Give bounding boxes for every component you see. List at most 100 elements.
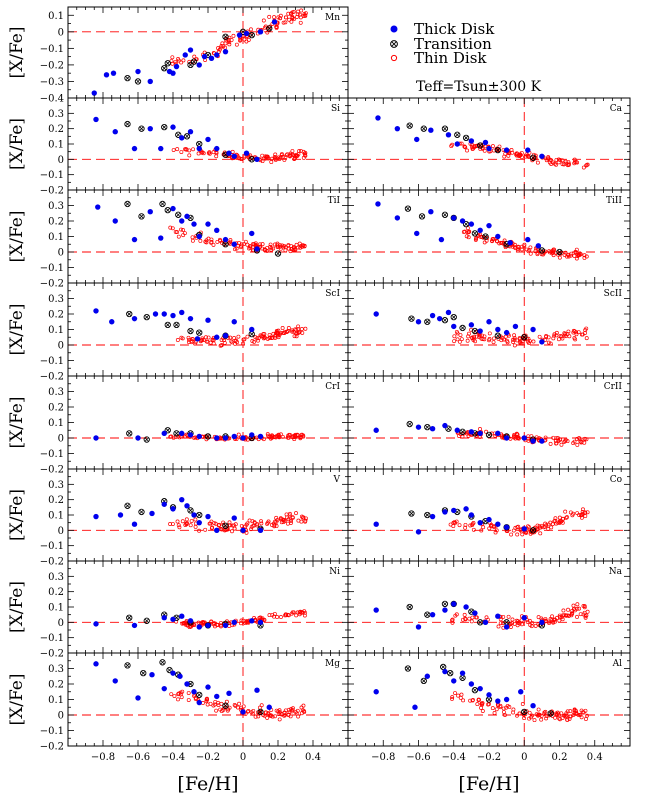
- thin-disk-point: [287, 513, 292, 518]
- thin-disk-point: [547, 713, 552, 718]
- thin-disk-point: [267, 435, 272, 439]
- thin-disk-point: [289, 520, 293, 525]
- thin-disk-point: [189, 519, 194, 523]
- thin-disk-point: [290, 10, 295, 15]
- thick-disk-point: [93, 435, 99, 441]
- thick-disk-point: [503, 524, 510, 530]
- thin-disk-point: [209, 240, 214, 245]
- thin-disk-point: [260, 242, 265, 247]
- thin-disk-point: [496, 624, 501, 629]
- thick-disk-point: [415, 319, 422, 325]
- thin-disk-point: [295, 610, 300, 615]
- thick-disk-point: [187, 315, 194, 322]
- thick-disk-point: [205, 317, 211, 323]
- thick-disk-point: [495, 430, 501, 437]
- thin-disk-point: [218, 238, 223, 243]
- thin-disk-point: [576, 712, 581, 717]
- thick-disk-point: [525, 236, 531, 243]
- y-tick-label: −0.2: [40, 279, 64, 290]
- thin-disk-point: [173, 60, 178, 64]
- y-tick-label: 0: [58, 434, 64, 445]
- thin-disk-point: [482, 148, 487, 153]
- thin-disk-point: [536, 707, 541, 712]
- thin-disk-point: [495, 239, 500, 244]
- thin-disk-point: [480, 333, 484, 338]
- thin-disk-point: [294, 15, 299, 19]
- thin-disk-point: [296, 9, 300, 14]
- thin-disk-point: [181, 228, 185, 232]
- y-tick-label: −0.2: [40, 742, 64, 753]
- thin-disk-point: [268, 242, 273, 247]
- thin-disk-point: [266, 712, 271, 717]
- thick-disk-point: [530, 326, 536, 333]
- thin-disk-point: [573, 250, 578, 255]
- thin-disk-point: [259, 521, 264, 526]
- thin-disk-point: [512, 336, 517, 341]
- y-tick-label: −0.1: [40, 356, 64, 367]
- thin-disk-point: [276, 712, 281, 717]
- thin-disk-point: [479, 701, 484, 706]
- y-tick-label: 0.2: [48, 587, 64, 598]
- thick-disk-point: [445, 132, 452, 138]
- y-tick-label: 0.3: [48, 664, 64, 675]
- thin-disk-point: [290, 14, 295, 19]
- thick-disk-point: [222, 333, 229, 339]
- transition-point: [124, 74, 131, 82]
- x-tick-label: 0.4: [587, 752, 603, 763]
- thin-disk-point: [498, 617, 503, 622]
- thin-disk-point: [277, 244, 282, 249]
- panel-label: Si: [331, 104, 340, 114]
- thin-disk-point: [575, 511, 580, 516]
- thin-disk-point: [538, 531, 543, 536]
- thin-disk-point: [539, 252, 544, 257]
- thin-disk-point: [232, 526, 237, 531]
- thin-disk-point: [246, 709, 251, 713]
- thick-disk-point: [184, 503, 190, 509]
- thick-disk-point: [459, 670, 466, 676]
- thin-disk-point: [230, 529, 234, 534]
- thin-disk-point: [541, 525, 546, 530]
- thin-disk-point: [529, 624, 534, 629]
- thick-disk-point: [254, 156, 260, 163]
- thick-disk-point: [530, 438, 536, 444]
- thin-disk-point: [304, 516, 308, 521]
- transition-point: [547, 710, 554, 717]
- y-tick-label: −0.4: [40, 94, 64, 105]
- thin-disk-point: [207, 150, 212, 155]
- thin-disk-point: [198, 238, 203, 243]
- thick-disk-point: [187, 47, 194, 53]
- thin-disk-point: [511, 528, 516, 533]
- thin-disk-point: [198, 339, 203, 344]
- y-tick-label: 0.1: [48, 11, 64, 22]
- thin-disk-point: [542, 710, 547, 715]
- thin-disk-point: [184, 521, 189, 526]
- y-axis-label: [X/Fe]: [7, 581, 27, 633]
- thin-disk-point: [175, 337, 180, 342]
- thin-disk-point: [283, 613, 288, 618]
- thin-disk-point: [202, 338, 206, 343]
- thin-disk-point: [548, 441, 553, 446]
- thin-disk-point: [559, 711, 564, 716]
- thin-disk-point: [294, 511, 298, 516]
- thin-disk-point: [234, 246, 239, 251]
- thin-disk-point: [278, 246, 283, 251]
- thick-disk-point: [214, 435, 220, 441]
- thin-disk-point: [466, 334, 471, 339]
- transition-point: [124, 502, 131, 509]
- legend-marker-transition: [390, 40, 398, 48]
- thin-disk-point: [245, 521, 250, 526]
- thick-disk-point: [191, 689, 197, 695]
- thin-disk-point: [227, 705, 232, 710]
- transition-point: [485, 696, 493, 703]
- thin-disk-point: [490, 144, 495, 149]
- thin-disk-point: [290, 610, 295, 615]
- thin-disk-point: [527, 339, 532, 343]
- thin-disk-point: [544, 714, 549, 719]
- transition-point: [404, 665, 412, 672]
- thick-disk-point: [429, 513, 436, 520]
- thin-disk-point: [285, 329, 289, 334]
- x-tick-label: 0.2: [270, 752, 286, 763]
- thin-disk-point: [572, 253, 577, 258]
- x-tick-label: −0.2: [477, 752, 501, 763]
- thin-disk-point: [522, 244, 527, 249]
